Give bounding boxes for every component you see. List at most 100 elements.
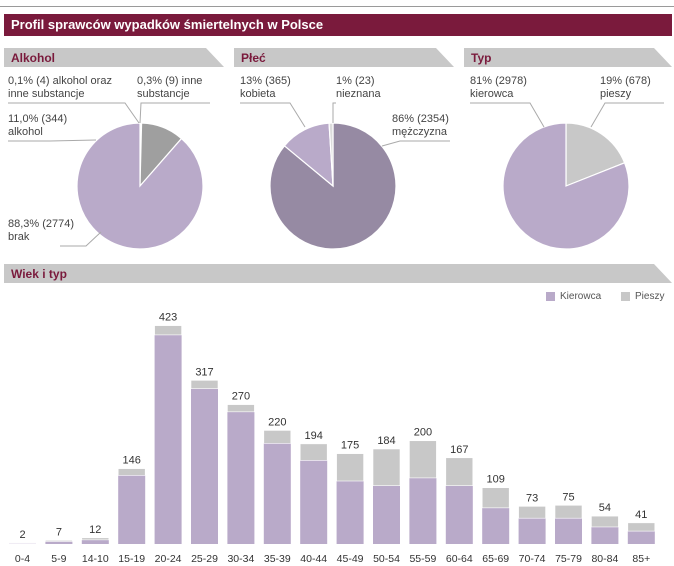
bar-pieszy-5-9 xyxy=(45,540,73,542)
bar-total-label-35-39: 220 xyxy=(268,416,286,428)
bar-kierowca-30-34 xyxy=(227,411,255,544)
bar-kierowca-14-10 xyxy=(81,539,109,544)
bar-pieszy-50-54 xyxy=(372,448,401,486)
x-tick-label-25-29: 25-29 xyxy=(191,553,218,565)
bar-kierowca-60-64 xyxy=(445,485,473,544)
page-title: Profil sprawców wypadków śmiertelnych w … xyxy=(11,17,324,32)
x-tick-label-35-39: 35-39 xyxy=(264,553,291,565)
bar-total-label-14-10: 12 xyxy=(89,524,101,536)
legend-kierowca-swatch xyxy=(546,292,555,301)
bar-total-label-30-34: 270 xyxy=(232,391,250,403)
section-plec: Płeć xyxy=(234,48,454,67)
x-tick-label-75-79: 75-79 xyxy=(555,553,582,565)
pie-alkohol-slice-none xyxy=(76,122,204,250)
legend-kierowca-label: Kierowca xyxy=(560,291,602,302)
bar-total-label-65-69: 109 xyxy=(487,474,505,486)
bar-total-label-70-74: 73 xyxy=(526,492,538,504)
bar-kierowca-70-74 xyxy=(518,518,546,544)
pie-typ-label-driver: 81% (2978) kierowca xyxy=(470,75,527,100)
bar-total-label-45-49: 175 xyxy=(341,440,359,452)
bar-total-label-40-44: 194 xyxy=(305,430,323,442)
section-typ-title: Typ xyxy=(471,51,492,65)
bar-kierowca-50-54 xyxy=(373,485,400,544)
pie-alkohol-label-mixed: 0,1% (4) alkohol oraz inne substancje xyxy=(8,75,112,100)
leader-mixed xyxy=(8,102,140,124)
bar-pieszy-45-49 xyxy=(336,453,364,482)
x-tick-label-55-59: 55-59 xyxy=(409,553,436,565)
bar-total-label-20-24: 423 xyxy=(159,312,177,324)
bar-pieszy-55-59 xyxy=(409,440,437,479)
bar-pieszy-14-10 xyxy=(81,537,110,541)
bar-total-label-50-54: 184 xyxy=(377,435,395,447)
x-tick-label-20-24: 20-24 xyxy=(155,553,182,565)
bar-total-label-15-19: 146 xyxy=(123,455,141,467)
pie-typ-slice-driver xyxy=(502,122,630,250)
bar-pieszy-15-19 xyxy=(117,468,146,476)
bar-pieszy-65-69 xyxy=(481,487,510,509)
leader-alcohol xyxy=(8,139,97,142)
bar-pieszy-0-4 xyxy=(8,542,37,544)
bar-pieszy-25-29 xyxy=(190,380,219,389)
bar-total-label-75-79: 75 xyxy=(562,491,574,503)
leader-other xyxy=(139,102,210,124)
bar-kierowca-40-44 xyxy=(300,460,328,544)
bar-kierowca-45-49 xyxy=(336,481,364,544)
bar-total-label-80-84: 54 xyxy=(599,502,611,514)
x-tick-label-60-64: 60-64 xyxy=(446,553,473,565)
pie-typ-slice-pedestrian xyxy=(565,122,626,187)
bar-pieszy-20-24 xyxy=(154,325,182,336)
x-tick-label-40-44: 40-44 xyxy=(300,553,327,565)
bar-total-label-60-64: 167 xyxy=(450,444,468,456)
title-bar: Profil sprawców wypadków śmiertelnych w … xyxy=(4,14,672,36)
bar-pieszy-75-79 xyxy=(554,504,583,519)
pie-alkohol-label-other: 0,3% (9) inne substancje xyxy=(137,75,203,100)
bar-kierowca-80-84 xyxy=(591,526,619,544)
pie-typ-label-pedestrian: 19% (678) pieszy xyxy=(600,75,651,100)
leader-unknown xyxy=(332,102,336,123)
x-tick-label-45-49: 45-49 xyxy=(337,553,364,565)
x-tick-label-50-54: 50-54 xyxy=(373,553,400,565)
pie-plec-label-female: 13% (365) kobieta xyxy=(240,75,291,100)
legend-pieszy-swatch xyxy=(621,292,630,301)
leader-pedestrian xyxy=(590,102,664,128)
bar-kierowca-25-29 xyxy=(191,388,218,544)
x-tick-label-30-34: 30-34 xyxy=(227,553,254,565)
bar-pieszy-80-84 xyxy=(591,515,619,528)
bar-kierowca-55-59 xyxy=(409,477,437,544)
bar-pieszy-35-39 xyxy=(263,430,292,444)
bar-kierowca-65-69 xyxy=(482,507,510,544)
pie-plec-label-unknown: 1% (23) nieznana xyxy=(336,75,381,100)
pie-plec-label-male: 86% (2354) mężczyzna xyxy=(392,113,449,138)
x-tick-label-14-10: 14-10 xyxy=(82,553,109,565)
pie-alkohol-label-none: 88,3% (2774) brak xyxy=(8,218,75,243)
x-tick-label-65-69: 65-69 xyxy=(482,553,509,565)
bar-kierowca-35-39 xyxy=(263,443,291,544)
bar-pieszy-40-44 xyxy=(299,443,328,461)
bar-pieszy-30-34 xyxy=(227,404,255,413)
bar-pieszy-60-64 xyxy=(445,457,474,486)
x-tick-label-80-84: 80-84 xyxy=(591,553,618,565)
bar-total-label-0-4: 2 xyxy=(19,529,25,541)
bar-total-label-5-9: 7 xyxy=(56,526,62,538)
bar-pieszy-70-74 xyxy=(518,506,546,519)
x-tick-label-70-74: 70-74 xyxy=(519,553,546,565)
section-typ: Typ xyxy=(464,48,672,67)
leader-driver xyxy=(470,102,545,128)
section-wiek: Wiek i typ xyxy=(4,264,672,283)
bar-total-label-55-59: 200 xyxy=(414,427,432,439)
bar-kierowca-75-79 xyxy=(555,518,582,544)
bar-kierowca-5-9 xyxy=(45,541,73,544)
bar-kierowca-85+ xyxy=(627,531,655,544)
bar-total-label-85+: 41 xyxy=(635,509,647,521)
legend-pieszy-label: Pieszy xyxy=(635,291,665,302)
section-wiek-title: Wiek i typ xyxy=(11,267,67,281)
top-rule xyxy=(0,6,674,7)
x-tick-label-0-4: 0-4 xyxy=(15,553,30,565)
bar-kierowca-15-19 xyxy=(118,475,146,544)
bar-pieszy-85+ xyxy=(627,522,656,532)
leader-male xyxy=(381,140,450,147)
x-tick-label-15-19: 15-19 xyxy=(118,553,145,565)
section-plec-title: Płeć xyxy=(241,51,266,65)
leader-none xyxy=(60,231,102,247)
